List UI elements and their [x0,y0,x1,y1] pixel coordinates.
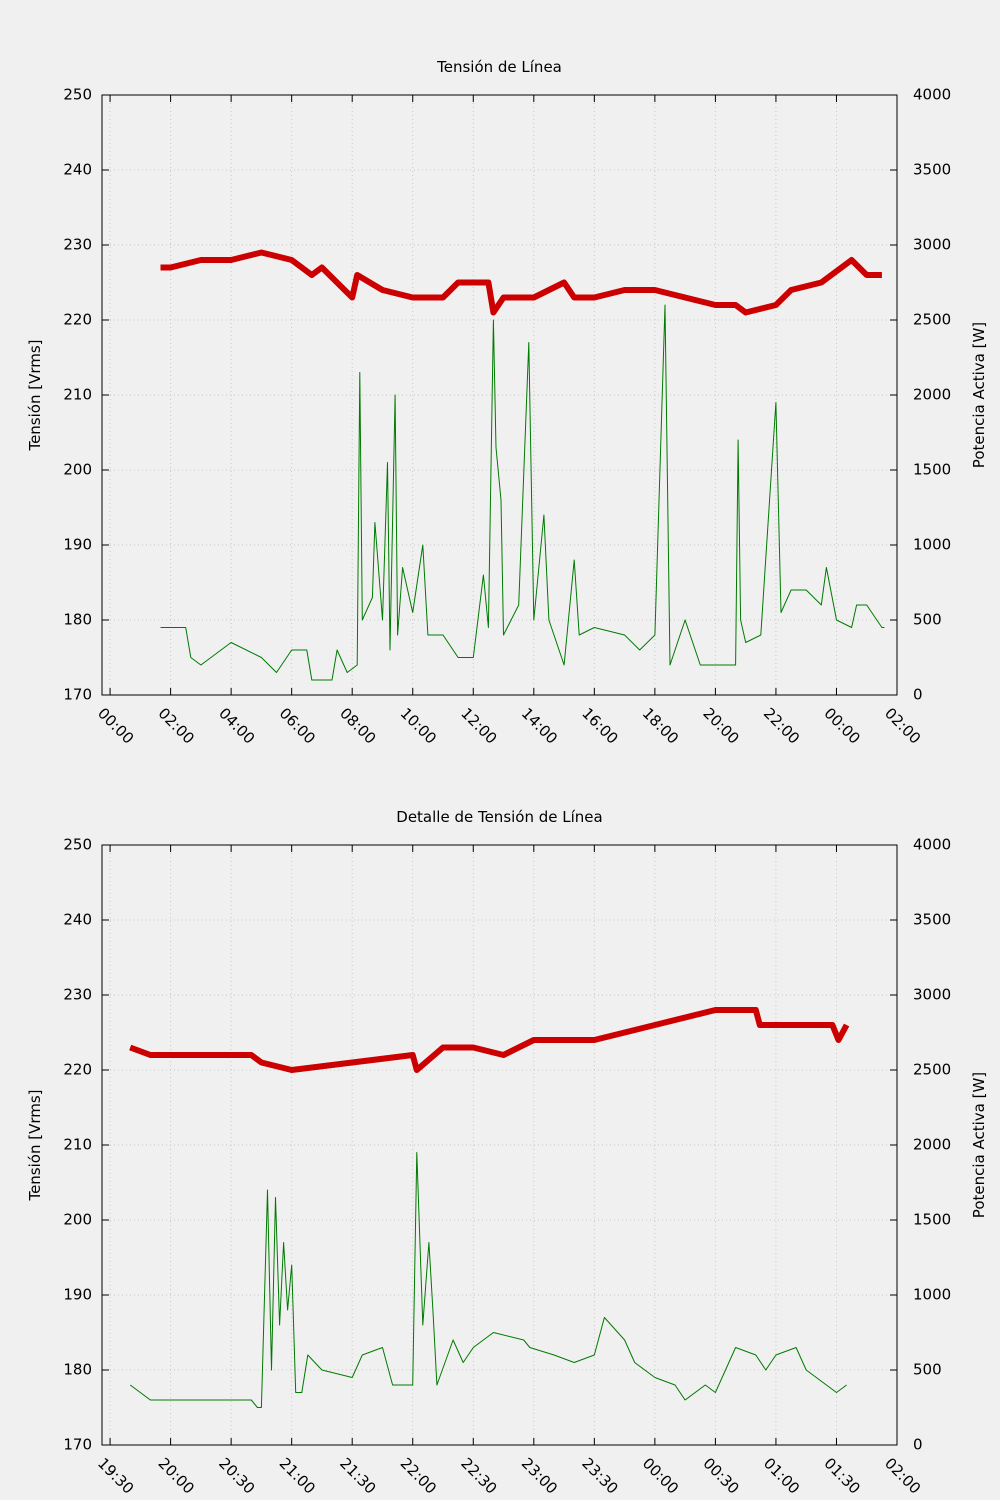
y2-tick-label: 2500 [913,1061,951,1079]
y-tick-label: 240 [63,161,92,179]
x-tick-label: 10:00 [397,704,440,747]
x-tick-label: 23:30 [578,1454,621,1497]
power-line [160,304,885,681]
y2-tick-label: 3500 [913,911,951,929]
x-tick-label: 16:00 [578,704,621,747]
x-tick-label: 22:30 [457,1454,500,1497]
x-tick-label: 01:00 [760,1454,803,1497]
y2-tick-label: 2000 [913,386,951,404]
y-tick-label: 250 [63,86,92,104]
plot-frame [101,844,898,1446]
x-tick-label: 02:00 [881,1454,924,1497]
x-tick-label: 00:00 [94,704,137,747]
y-tick-label: 170 [63,1436,92,1454]
x-tick-label: 00:00 [820,704,863,747]
y2-tick-label: 2000 [913,1136,951,1154]
y-axis-label: Tensión [Vrms] [26,339,44,451]
y-tick-label: 210 [63,1136,92,1154]
y-tick-label: 240 [63,911,92,929]
y2-tick-label: 3000 [913,986,951,1004]
x-tick-label: 04:00 [215,704,258,747]
x-tick-label: 19:30 [94,1454,137,1497]
y2-axis-label: Potencia Activa [W] [970,322,988,468]
y-tick-label: 220 [63,311,92,329]
y-tick-label: 220 [63,1061,92,1079]
x-tick-label: 12:00 [457,704,500,747]
y2-tick-label: 0 [913,1436,923,1454]
plot-frame [101,94,898,696]
voltage-line [160,249,882,316]
x-tick-label: 02:00 [881,704,924,747]
y2-tick-label: 3500 [913,161,951,179]
y2-tick-label: 1000 [913,536,951,554]
y-tick-label: 200 [63,1211,92,1229]
x-tick-label: 14:00 [518,704,561,747]
y2-tick-label: 500 [913,611,942,629]
y-tick-label: 170 [63,686,92,704]
y2-tick-label: 0 [913,686,923,704]
y2-tick-label: 1500 [913,1211,951,1229]
y-tick-label: 200 [63,461,92,479]
y2-tick-label: 3000 [913,236,951,254]
y-tick-label: 190 [63,1286,92,1304]
y-tick-label: 230 [63,236,92,254]
voltage-line [129,1007,850,1073]
y2-tick-label: 500 [913,1361,942,1379]
x-tick-label: 18:00 [639,704,682,747]
y2-tick-label: 4000 [913,86,951,104]
chart-title: Tensión de Línea [436,58,562,76]
power-line [129,1152,847,1408]
x-tick-label: 22:00 [760,704,803,747]
y-tick-label: 230 [63,986,92,1004]
y2-tick-label: 2500 [913,311,951,329]
y-tick-label: 210 [63,386,92,404]
y-tick-label: 190 [63,536,92,554]
y-axis-label: Tensión [Vrms] [26,1089,44,1201]
x-tick-label: 20:30 [215,1454,258,1497]
x-tick-label: 23:00 [518,1454,561,1497]
x-tick-label: 21:00 [276,1454,319,1497]
x-tick-label: 22:00 [397,1454,440,1497]
x-tick-label: 20:00 [699,704,742,747]
x-tick-label: 01:30 [820,1454,863,1497]
y-tick-label: 250 [63,836,92,854]
x-tick-label: 21:30 [336,1454,379,1497]
x-tick-label: 00:00 [639,1454,682,1497]
x-tick-label: 06:00 [276,704,319,747]
y2-axis-label: Potencia Activa [W] [970,1072,988,1218]
x-tick-label: 02:00 [155,704,198,747]
y2-tick-label: 1500 [913,461,951,479]
chart-title: Detalle de Tensión de Línea [396,808,602,826]
y2-tick-label: 4000 [913,836,951,854]
y2-tick-label: 1000 [913,1286,951,1304]
x-tick-label: 20:00 [155,1454,198,1497]
x-tick-label: 08:00 [336,704,379,747]
y-tick-label: 180 [63,1361,92,1379]
y-tick-label: 180 [63,611,92,629]
x-tick-label: 00:30 [699,1454,742,1497]
